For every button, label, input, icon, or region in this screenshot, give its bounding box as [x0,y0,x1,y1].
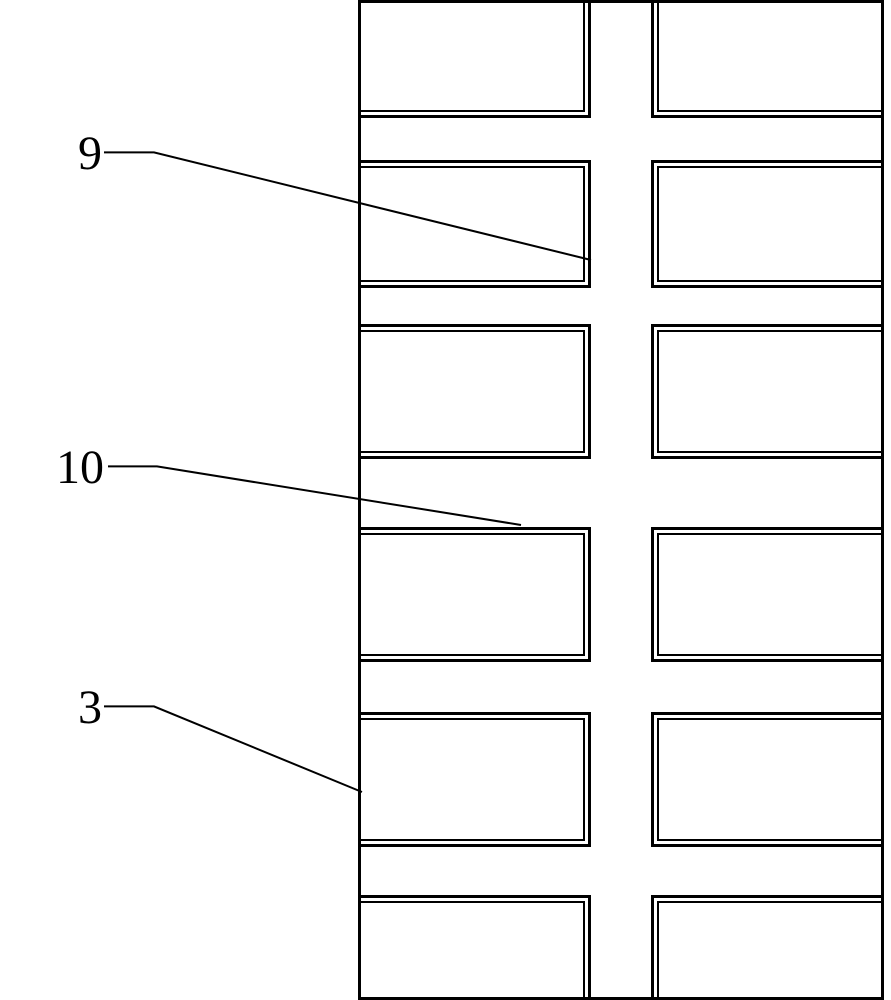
leader-line-3 [104,706,362,792]
label-9: 9 [78,126,102,181]
leader-line-10 [108,466,521,525]
schematic-diagram: 9 10 3 [0,0,891,1000]
leader-lines [0,0,891,1000]
label-3: 3 [78,680,102,735]
label-10: 10 [56,440,104,495]
leader-line-9 [104,152,591,260]
